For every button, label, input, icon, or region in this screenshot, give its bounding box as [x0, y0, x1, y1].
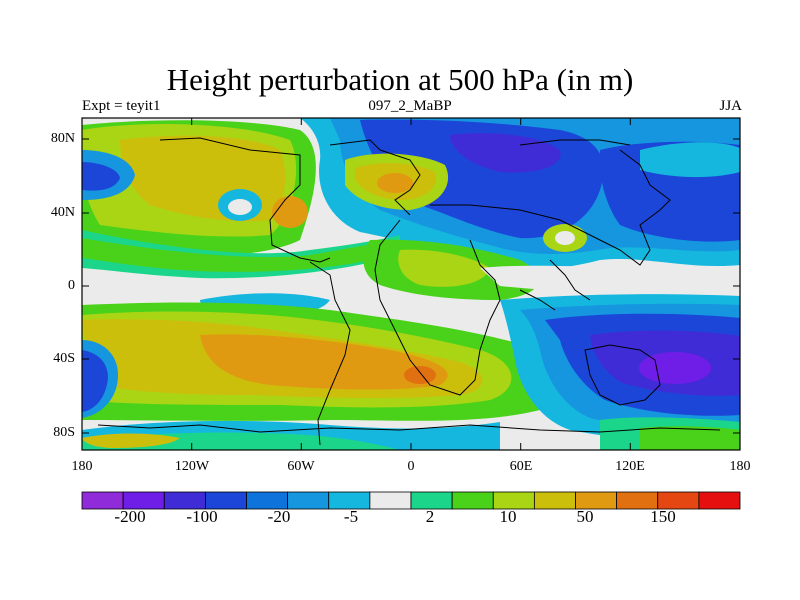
- sh-orange-core: [200, 334, 448, 390]
- lat-label-40n: 40N: [50, 205, 75, 220]
- nh-west-orange: [272, 196, 308, 228]
- lon-label-0: 0: [407, 459, 415, 474]
- sh-west-dark: [82, 350, 108, 412]
- run-label: 097_2_MaBP: [368, 98, 452, 114]
- eq-central-lime: [398, 249, 490, 287]
- colorbar-label: 10: [499, 507, 517, 526]
- nh-grey-eye: [228, 199, 252, 215]
- experiment-label: Expt = teyit1: [82, 98, 161, 114]
- lat-label-40s: 40S: [53, 351, 75, 366]
- colorbar-label: 2: [425, 507, 435, 526]
- lon-label-120e: 120E: [615, 459, 645, 474]
- lat-label-80n: 80N: [50, 131, 75, 146]
- sh-south-yellow: [82, 433, 180, 448]
- colorbar-label: -20: [267, 507, 291, 526]
- sh-min-center: [639, 352, 711, 384]
- chart-title: Height perturbation at 500 hPa (in m): [166, 62, 634, 97]
- lon-label-60w: 60W: [287, 459, 315, 474]
- axis-ticks: [82, 118, 740, 450]
- eq-west-green: [82, 238, 380, 272]
- colorbar-label: -100: [186, 507, 218, 526]
- colorbar-label: -200: [114, 507, 146, 526]
- sh-east-south-green: [640, 426, 740, 450]
- lon-label-180w: 180: [71, 459, 93, 474]
- nh-east-grey-eye: [555, 231, 575, 245]
- colorbar: [81, 491, 741, 510]
- colorbar-label: 50: [576, 507, 594, 526]
- lon-label-120w: 120W: [174, 459, 210, 474]
- eq-grey-east: [480, 265, 740, 294]
- colorbar-swatch: [698, 491, 741, 510]
- season-label: JJA: [719, 98, 742, 114]
- nh-far-west-dark: [82, 162, 120, 191]
- colorbar-label: 150: [650, 507, 676, 526]
- lon-label-180e: 180: [729, 459, 751, 474]
- lon-label-60e: 60E: [509, 459, 533, 474]
- sh-max-center: [404, 366, 436, 384]
- contour-field: [82, 118, 740, 450]
- nh-mid-orange: [377, 173, 413, 193]
- colorbar-label: -5: [343, 507, 359, 526]
- nh-east-cyan-band: [640, 142, 740, 178]
- coastlines: [97, 137, 721, 446]
- lat-label-80s: 80S: [53, 425, 75, 440]
- lat-label-eq: 0: [68, 278, 75, 293]
